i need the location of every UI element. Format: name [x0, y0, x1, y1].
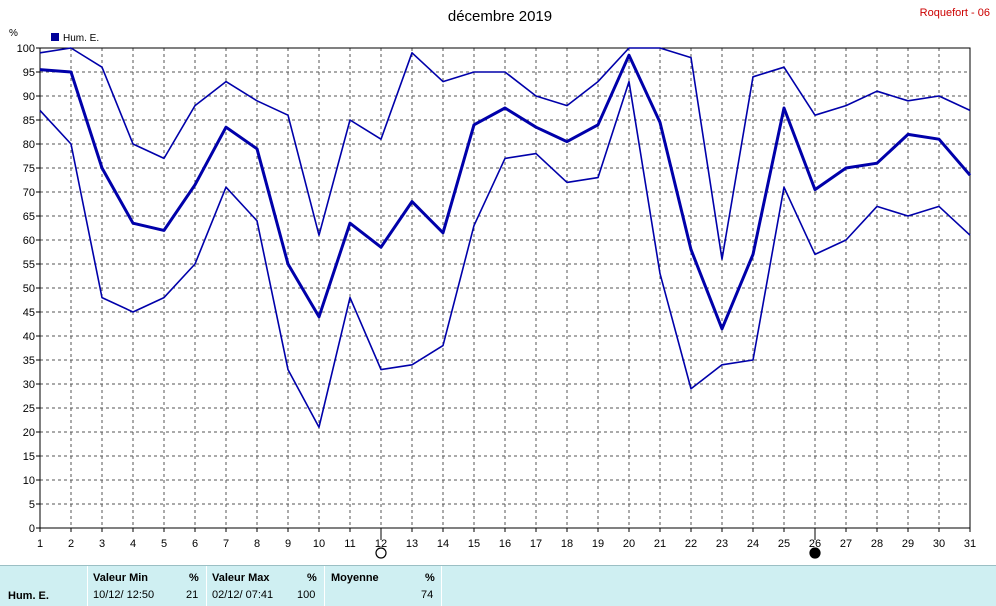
separator	[87, 566, 88, 606]
series	[39, 47, 972, 429]
x-tick-label: 23	[716, 538, 728, 550]
y-tick-label: 90	[23, 91, 35, 103]
y-tick-label: 95	[23, 67, 35, 79]
x-tick-label: 1	[37, 538, 43, 550]
humidity-chart: décembre 2019 Roquefort - 06 % Hum. E. 0…	[9, 7, 990, 559]
x-tick-label: 18	[561, 538, 573, 550]
grid	[40, 48, 970, 528]
y-tick-label: 5	[29, 499, 35, 511]
x-tick-label: 16	[499, 538, 511, 550]
y-tick-label: 40	[23, 331, 35, 343]
stats-panel: Hum. E. Valeur Min % 10/12/ 12:50 21 Val…	[0, 565, 996, 606]
x-tick-label: 17	[530, 538, 542, 550]
moon-markers	[375, 530, 821, 559]
chart-title: décembre 2019	[448, 8, 552, 25]
x-tick-label: 19	[592, 538, 604, 550]
legend-label: Hum. E.	[63, 33, 99, 44]
y-tick-label: 65	[23, 211, 35, 223]
x-tick-label: 25	[778, 538, 790, 550]
x-tick-label: 14	[437, 538, 449, 550]
max-unit: %	[307, 572, 317, 584]
series-min-line	[39, 80, 971, 429]
x-tick-label: 29	[902, 538, 914, 550]
y-tick-label: 50	[23, 283, 35, 295]
avg-unit: %	[425, 572, 435, 584]
y-tick-label: 30	[23, 379, 35, 391]
x-tick-label: 3	[99, 538, 105, 550]
avg-value: 74	[421, 589, 434, 601]
y-tick-label: 15	[23, 451, 35, 463]
y-tick-label: 20	[23, 427, 35, 439]
x-tick-label: 21	[654, 538, 666, 550]
y-axis-unit: %	[9, 28, 18, 39]
x-tick-label: 27	[840, 538, 852, 550]
x-tick-label: 2	[68, 538, 74, 550]
x-tick-label: 30	[933, 538, 945, 550]
y-tick-label: 70	[23, 187, 35, 199]
station-name: Roquefort - 06	[920, 7, 990, 19]
max-header: Valeur Max	[212, 572, 270, 584]
y-tick-label: 0	[29, 523, 35, 535]
min-value: 21	[186, 589, 199, 601]
x-tick-label: 28	[871, 538, 883, 550]
separator	[324, 566, 325, 606]
x-tick-label: 11	[344, 538, 355, 550]
plot-frame	[39, 47, 971, 529]
x-tick-label: 10	[313, 538, 325, 550]
y-tick-label: 80	[23, 139, 35, 151]
full-moon-icon	[375, 547, 387, 559]
x-tick-label: 8	[254, 538, 260, 550]
x-tick-label: 31	[964, 538, 976, 550]
separator	[206, 566, 207, 606]
x-tick-label: 13	[406, 538, 418, 550]
x-tick-label: 4	[130, 538, 136, 550]
y-tick-label: 45	[23, 307, 35, 319]
x-tick-label: 20	[623, 538, 635, 550]
y-ticks: 0 5 10 15 20 25 30 35 40 45 50 55 60 65 70 75 80 85 90 95 10…	[17, 43, 40, 535]
avg-header: Moyenne	[331, 572, 379, 584]
x-ticks: 1 2 3 4 5 6 7 8 9 10 11 12 13 14 15 16 17 18 19 20 21 22 23 24 2…	[37, 528, 976, 550]
max-value: 100	[297, 589, 316, 601]
legend-swatch	[51, 33, 59, 41]
series-mean-line	[39, 53, 972, 331]
min-header: Valeur Min	[93, 572, 149, 584]
y-tick-label: 10	[23, 475, 35, 487]
stats-series-label: Hum. E.	[8, 590, 49, 602]
series-max-line	[39, 47, 971, 261]
min-time: 10/12/ 12:50	[93, 589, 155, 601]
x-tick-label: 22	[685, 538, 697, 550]
x-tick-label: 6	[192, 538, 198, 550]
x-tick-label: 9	[285, 538, 291, 550]
x-tick-label: 15	[468, 538, 480, 550]
new-moon-icon	[809, 547, 821, 559]
y-tick-label: 55	[23, 259, 35, 271]
min-unit: %	[189, 572, 199, 584]
y-tick-label: 35	[23, 355, 35, 367]
max-time: 02/12/ 07:41	[212, 589, 274, 601]
x-tick-label: 24	[747, 538, 759, 550]
x-tick-label: 7	[223, 538, 229, 550]
x-tick-label: 5	[161, 538, 167, 550]
y-tick-label: 25	[23, 403, 35, 415]
separator	[441, 566, 442, 606]
y-tick-label: 75	[23, 163, 35, 175]
x-tick-label: 12	[375, 538, 387, 550]
y-tick-label: 60	[23, 235, 35, 247]
x-tick-label: 26	[809, 538, 821, 550]
y-tick-label: 100	[17, 43, 35, 55]
y-tick-label: 85	[23, 115, 35, 127]
